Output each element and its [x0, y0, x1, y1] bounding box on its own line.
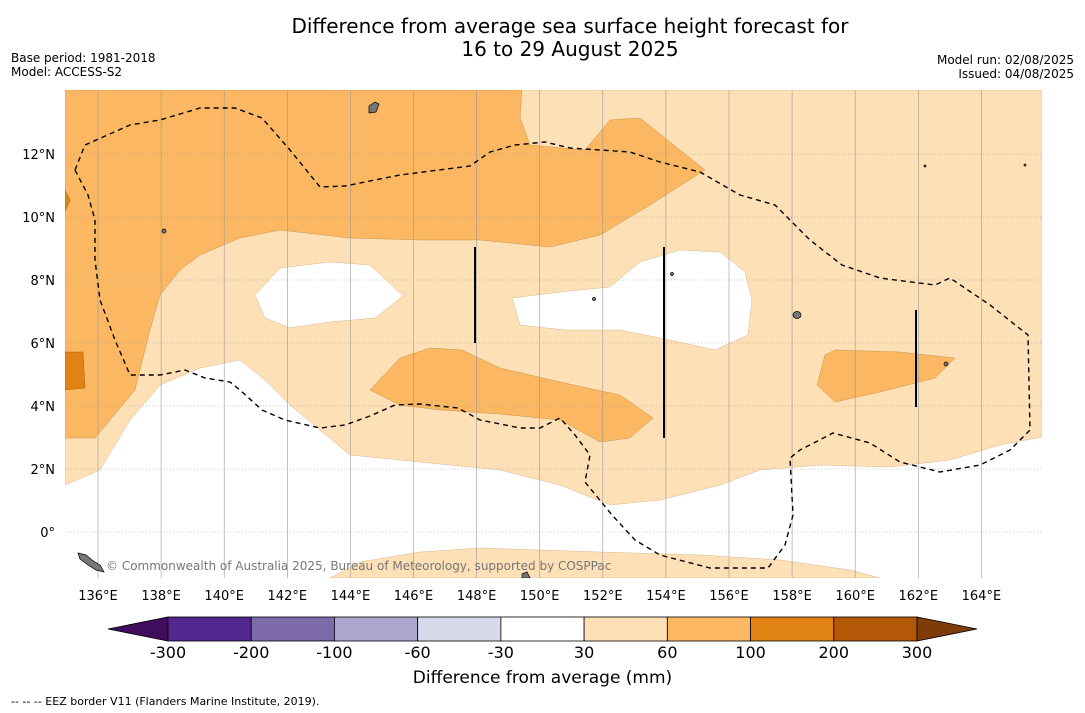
- island-small-4: [670, 272, 674, 276]
- title-line-2: 16 to 29 August 2025: [461, 37, 679, 61]
- colorbar-tick-label: -200: [233, 643, 270, 662]
- island-small-1: [161, 228, 167, 234]
- lon-label: 148°E: [457, 589, 497, 604]
- lon-label: 144°E: [331, 589, 371, 604]
- colorbar-box: [833, 616, 918, 642]
- colorbar-tick-label: 200: [818, 643, 850, 662]
- lon-label: 152°E: [583, 589, 623, 604]
- lat-label: 12°N: [22, 148, 55, 163]
- meta-right: Model run: 02/08/2025 Issued: 04/08/2025: [937, 53, 1074, 81]
- map-area: © Commonwealth of Australia 2025, Bureau…: [65, 90, 1042, 578]
- colorbar-tick-label: -300: [149, 643, 187, 662]
- base-period-text: Base period: 1981-2018: [11, 51, 156, 65]
- lat-label: 6°N: [31, 337, 56, 352]
- colorbar-tick-label: -100: [316, 643, 353, 662]
- lon-label: 136°E: [78, 589, 118, 604]
- colorbar-box: [417, 616, 502, 642]
- meta-left: Base period: 1981-2018 Model: ACCESS-S2: [11, 51, 156, 79]
- anomaly-band-60-100-north: [65, 90, 706, 439]
- lon-label: 154°E: [646, 589, 686, 604]
- lon-label: 156°E: [709, 589, 749, 604]
- colorbar-tick-label: 100: [735, 643, 766, 662]
- colorbar-tick-label: 30: [573, 643, 595, 662]
- island-png-coast: [77, 552, 105, 573]
- island-small-2: [943, 361, 949, 367]
- lon-label: 158°E: [772, 589, 812, 604]
- eez-border: [74, 107, 1031, 569]
- island-south: [521, 571, 531, 578]
- issued-text: Issued: 04/08/2025: [958, 67, 1074, 81]
- lat-label: 10°N: [22, 211, 55, 226]
- colorbar-min-arrow: [107, 616, 169, 642]
- lat-label: 4°N: [31, 400, 56, 415]
- map-gridlines: [65, 90, 1042, 578]
- anomaly-band-100-200: [65, 351, 86, 391]
- anomaly-hole-west: [254, 261, 404, 329]
- lat-label: 8°N: [31, 274, 56, 289]
- colorbar-box: [334, 616, 419, 642]
- island-small-6: [1023, 163, 1027, 167]
- lon-label: 146°E: [394, 589, 434, 604]
- colorbar-tick-label: 300: [901, 643, 933, 662]
- islands: [77, 101, 1027, 578]
- colorbar-tick-label: -30: [487, 643, 514, 662]
- lat-label: 0°: [40, 526, 55, 541]
- lon-label: 160°E: [835, 589, 875, 604]
- anomaly-band-30-60-south: [329, 547, 881, 578]
- island-small-5: [923, 164, 927, 168]
- model-text: Model: ACCESS-S2: [11, 65, 123, 79]
- island-small-3: [592, 297, 596, 301]
- colorbar-box: [583, 616, 668, 642]
- anomaly-band-60-100-east: [816, 349, 956, 403]
- model-run-text: Model run: 02/08/2025: [936, 53, 1074, 67]
- colorbar-box: [500, 616, 585, 642]
- eez-footnote: -- -- -- EEZ border V11 (Flanders Marine…: [11, 695, 320, 708]
- title-line-1: Difference from average sea surface heig…: [291, 14, 849, 38]
- colorbar-title: Difference from average (mm): [412, 668, 673, 688]
- island-pohnpei: [792, 311, 802, 319]
- anomaly-hole-central: [511, 249, 753, 351]
- lon-label: 142°E: [268, 589, 308, 604]
- credit-text: © Commonwealth of Australia 2025, Bureau…: [106, 559, 611, 573]
- lon-label: 164°E: [962, 589, 1002, 604]
- lon-label: 138°E: [141, 589, 181, 604]
- lon-label: 140°E: [204, 589, 244, 604]
- colorbar-max-arrow: [916, 616, 978, 642]
- colorbar-tick-label: -60: [404, 643, 431, 662]
- colorbar-box: [167, 616, 252, 642]
- longitude-labels: 136°E 138°E 140°E 142°E 144°E 146°E 148°E 150°E…: [78, 589, 1001, 604]
- lon-label: 162°E: [899, 589, 939, 604]
- colorbar-box: [250, 616, 335, 642]
- lat-label: 2°N: [31, 463, 56, 478]
- latitude-labels: 12°N 10°N 8°N 6°N 4°N 2°N 0°: [22, 148, 55, 541]
- lon-label: 150°E: [520, 589, 560, 604]
- colorbar-box: [750, 616, 835, 642]
- map-title: Difference from average sea surface heig…: [0, 15, 1085, 61]
- colorbar-box: [666, 616, 751, 642]
- colorbar: [107, 616, 978, 642]
- colorbar-tick-label: 60: [657, 643, 678, 662]
- anomaly-band-100-200-small: [65, 189, 71, 213]
- island-guam: [368, 101, 380, 114]
- anomaly-band-60-100-south: [369, 347, 654, 443]
